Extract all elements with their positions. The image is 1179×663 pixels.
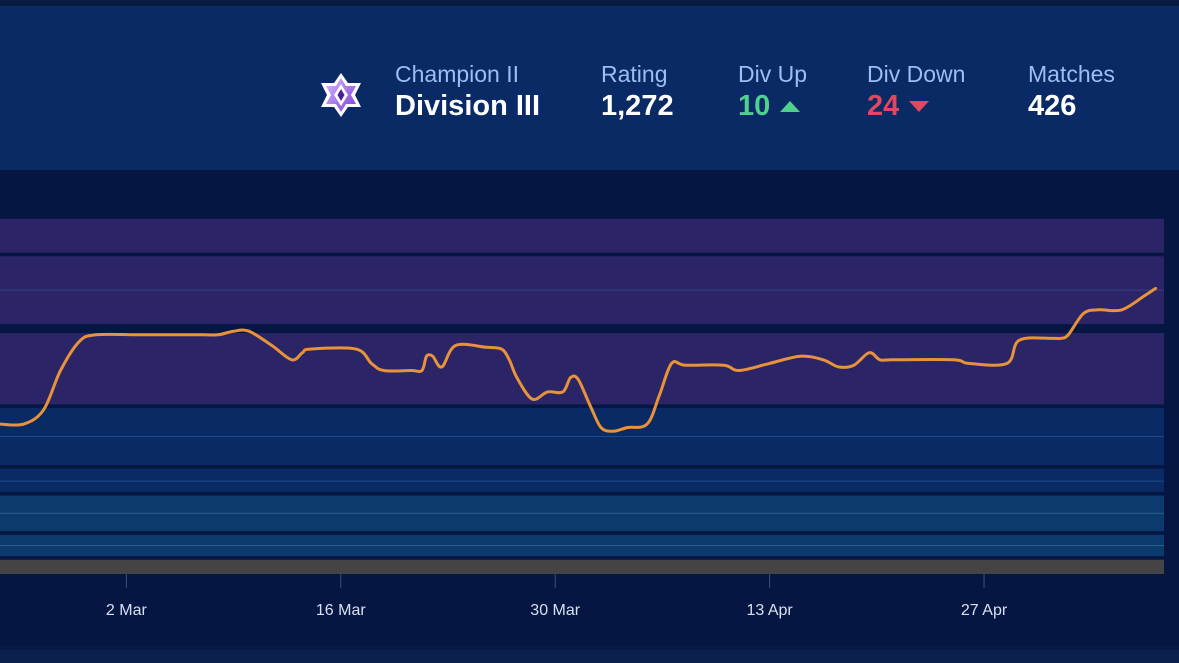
div-down-value: 24 bbox=[867, 88, 965, 124]
rating-stat: Rating 1,272 bbox=[601, 60, 674, 124]
rank-tier-label: Champion II bbox=[395, 61, 520, 87]
rank-header: Champion II Division III Rating 1,272 Di… bbox=[0, 6, 1179, 170]
rank-band-2 bbox=[0, 333, 1164, 405]
rank-bands bbox=[0, 218, 1164, 574]
x-tick-label: 2 Mar bbox=[106, 602, 148, 619]
rating-history-svg: 2 Mar 16 Mar 30 Mar 13 Apr 27 Apr bbox=[0, 218, 1164, 619]
top-divider bbox=[0, 0, 1179, 6]
rank-stat: Champion II Division III bbox=[395, 60, 540, 124]
rank-band-0 bbox=[0, 218, 1164, 253]
div-up-value: 10 bbox=[738, 88, 807, 124]
rank-division-value: Division III bbox=[395, 90, 541, 122]
matches-stat: Matches 426 bbox=[1028, 60, 1115, 124]
rating-label: Rating bbox=[601, 61, 668, 87]
arrow-down-icon bbox=[909, 100, 930, 112]
champion-rank-icon bbox=[321, 73, 361, 117]
x-tick-label: 30 Mar bbox=[530, 602, 580, 619]
rank-band-4 bbox=[0, 468, 1164, 492]
rating-line-0 bbox=[0, 286, 1158, 433]
x-tick-label: 13 Apr bbox=[746, 602, 793, 619]
rating-history-chart: 2 Mar 16 Mar 30 Mar 13 Apr 27 Apr bbox=[0, 170, 1179, 646]
x-tick-label: 16 Mar bbox=[316, 602, 366, 619]
div-down-stat: Div Down 24 bbox=[867, 60, 965, 124]
bottom-divider bbox=[0, 650, 1179, 663]
rating-value: 1,272 bbox=[601, 90, 674, 122]
x-tick-label: 27 Apr bbox=[961, 602, 1008, 619]
x-axis: 2 Mar 16 Mar 30 Mar 13 Apr 27 Apr bbox=[106, 574, 1008, 619]
arrow-up-icon bbox=[780, 100, 801, 112]
rating-series bbox=[0, 286, 1158, 433]
matches-label: Matches bbox=[1028, 61, 1115, 87]
div-up-stat: Div Up 10 bbox=[738, 60, 807, 124]
rank-band-7 bbox=[0, 559, 1164, 574]
matches-value: 426 bbox=[1028, 90, 1077, 122]
div-up-label: Div Up bbox=[738, 61, 808, 87]
div-down-label: Div Down bbox=[867, 61, 966, 87]
